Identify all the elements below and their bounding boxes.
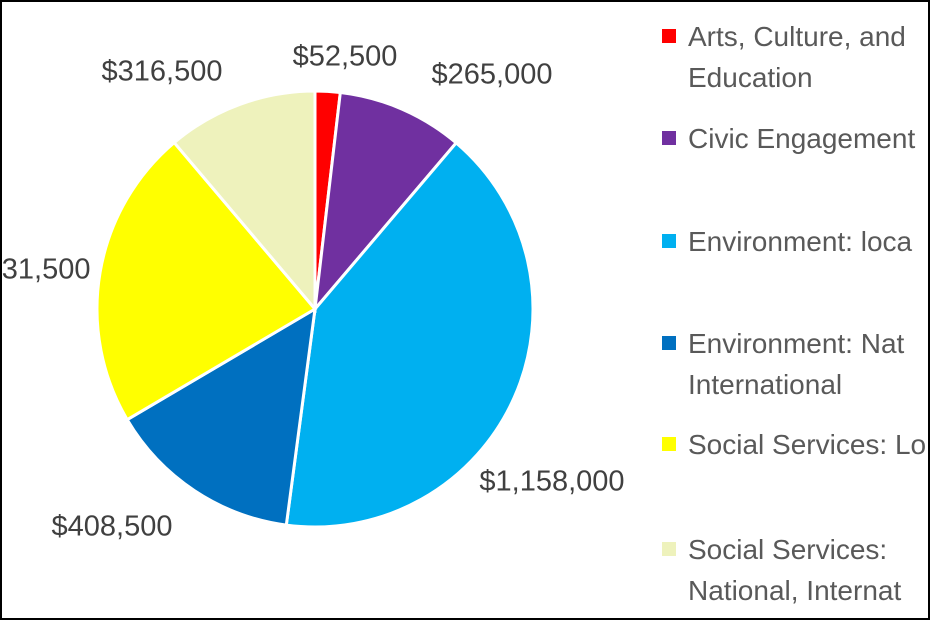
pie-slice [312,90,459,314]
legend-label: Environment: loca [688,226,913,257]
legend-swatch [662,29,676,43]
data-label: $316,500 [101,55,223,88]
legend-label: Arts, Culture, and [688,21,906,52]
legend-swatch [662,542,676,556]
pie-slice [95,140,318,422]
data-label: $1,158,000 [479,465,625,498]
data-label: $631,500 [1,253,91,286]
legend-label: International [688,369,843,400]
data-label: $265,000 [431,58,553,91]
pie-slice [125,306,317,527]
legend-label: National, Internat [688,575,902,606]
pie-slice [284,140,535,529]
legend-swatch [662,437,676,451]
data-label: $52,500 [292,40,398,73]
legend-swatch [662,336,676,350]
legend-label: Social Services: Lo [688,429,927,460]
legend-label: Civic Engagement [688,123,916,154]
data-label: $408,500 [51,510,173,543]
legend-swatch [662,131,676,145]
pie-slice [172,89,317,314]
legend-label: Education [688,62,813,93]
legend-label: Environment: Nat [688,328,905,359]
legend-label: Social Services: [688,534,888,565]
legend-swatch [662,234,676,248]
